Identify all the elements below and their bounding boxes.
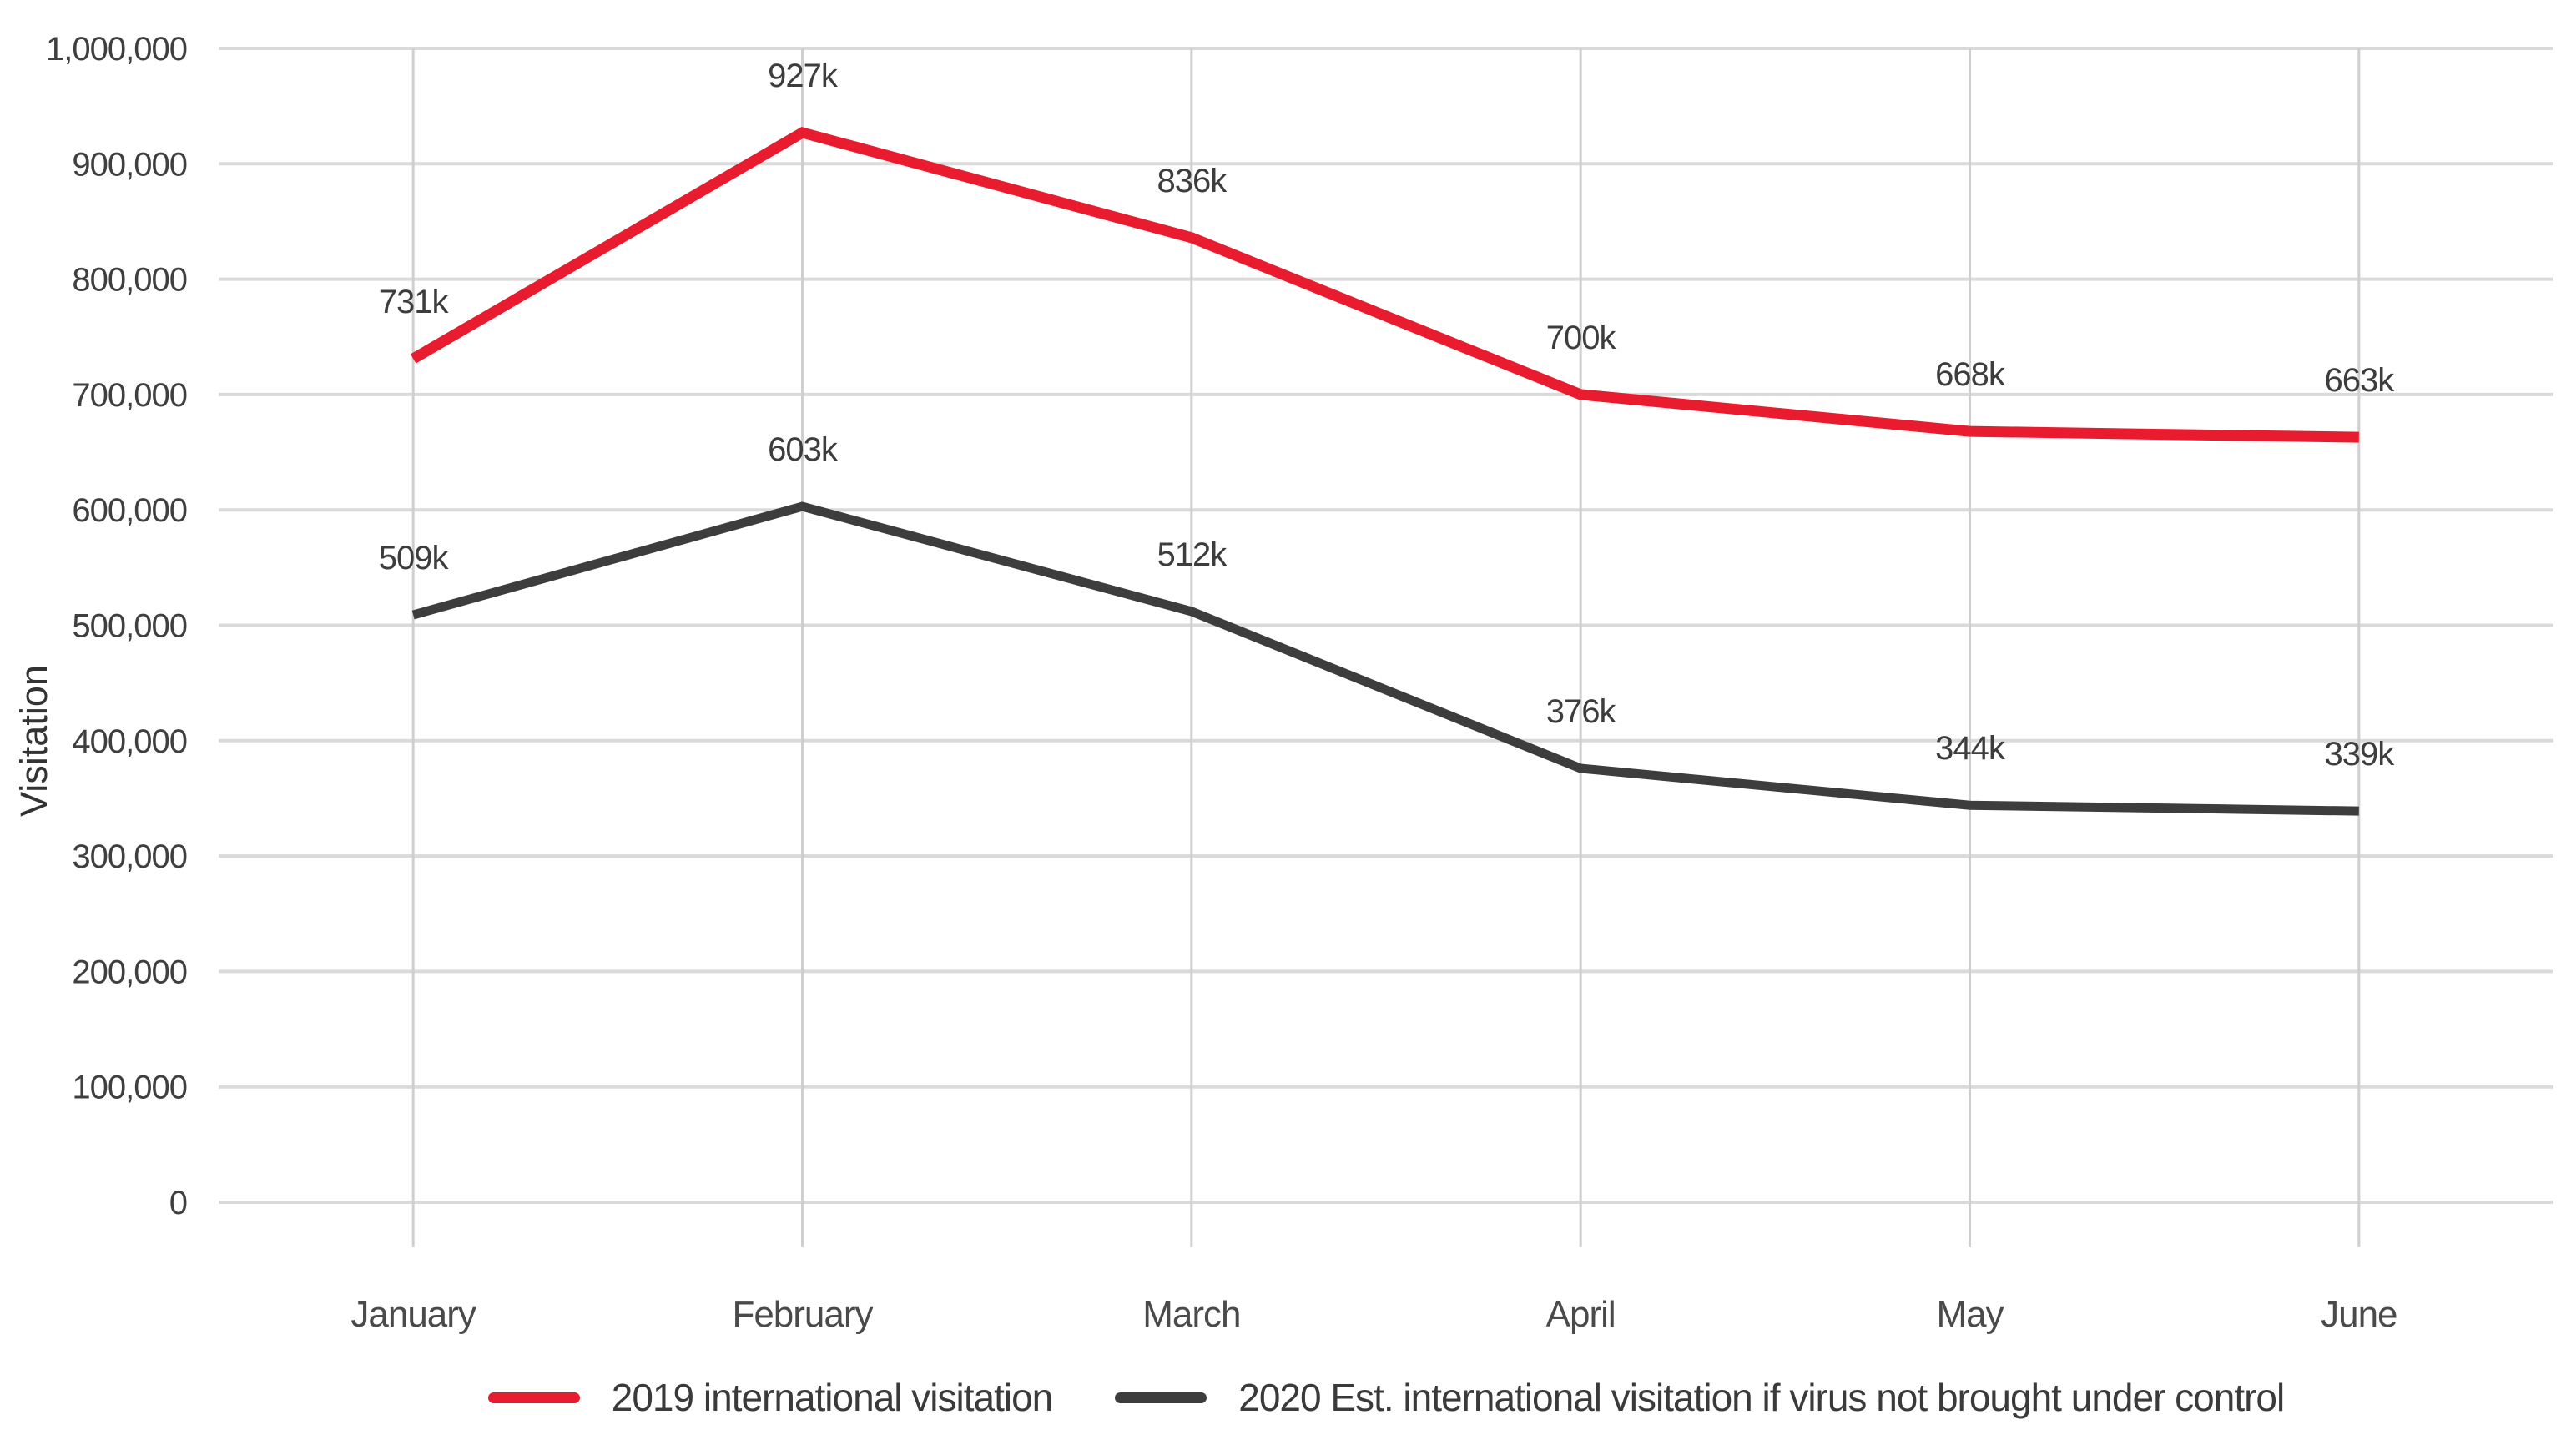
x-tick-label: February xyxy=(732,1294,873,1335)
x-tick-label: June xyxy=(2321,1294,2397,1335)
data-label: 344k xyxy=(1935,730,2006,767)
y-tick-label: 0 xyxy=(169,1185,187,1221)
y-tick-label: 600,000 xyxy=(72,492,187,529)
y-tick-label: 500,000 xyxy=(72,608,187,645)
x-tick-label: March xyxy=(1142,1294,1240,1335)
data-label: 339k xyxy=(2324,736,2395,773)
data-label: 663k xyxy=(2324,362,2395,399)
legend-label-2019: 2019 international visitation xyxy=(611,1376,1053,1419)
data-label: 376k xyxy=(1546,693,1617,730)
y-tick-label: 800,000 xyxy=(72,262,187,299)
legend: 2019 international visitation 2020 Est. … xyxy=(219,1375,2553,1420)
legend-item-2020-estimate: 2020 Est. international visitation if vi… xyxy=(1115,1375,2285,1420)
data-label: 836k xyxy=(1157,163,1228,199)
data-label: 731k xyxy=(379,284,450,320)
y-tick-label: 900,000 xyxy=(72,146,187,183)
x-tick-label: January xyxy=(350,1294,476,1335)
data-label: 668k xyxy=(1935,356,2006,393)
y-tick-label: 700,000 xyxy=(72,377,187,414)
y-tick-label: 1,000,000 xyxy=(46,31,187,68)
data-label: 927k xyxy=(768,58,839,94)
legend-swatch-2020-dark-line xyxy=(1115,1392,1207,1403)
data-label: 512k xyxy=(1157,536,1228,573)
data-label: 603k xyxy=(768,431,839,468)
y-tick-label: 400,000 xyxy=(72,723,187,760)
legend-item-2019: 2019 international visitation xyxy=(487,1375,1053,1420)
y-tick-label: 300,000 xyxy=(72,838,187,875)
series-line-0 xyxy=(410,126,2359,443)
y-tick-label: 100,000 xyxy=(72,1070,187,1106)
legend-swatch-2019-red-line xyxy=(487,1392,580,1403)
legend-label-2020-estimate: 2020 Est. international visitation if vi… xyxy=(1238,1376,2285,1419)
series-line-1 xyxy=(411,501,2359,816)
y-tick-label: 200,000 xyxy=(72,954,187,990)
data-label: 509k xyxy=(379,540,450,576)
x-tick-label: May xyxy=(1936,1294,2004,1335)
x-tick-label: April xyxy=(1546,1294,1616,1335)
data-label: 700k xyxy=(1546,320,1617,356)
